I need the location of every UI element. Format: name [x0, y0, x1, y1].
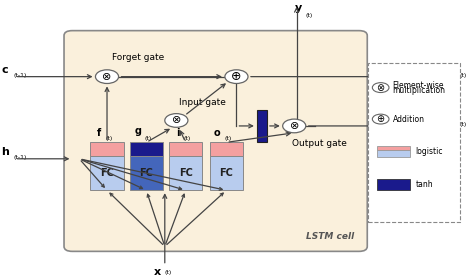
Text: ⊕: ⊕ — [231, 70, 241, 83]
Text: (t): (t) — [225, 136, 232, 141]
Bar — [90, 142, 124, 156]
Bar — [210, 156, 243, 190]
FancyBboxPatch shape — [64, 31, 367, 251]
Text: FC: FC — [219, 168, 233, 178]
Text: (t-1): (t-1) — [14, 73, 27, 78]
Text: ⊕: ⊕ — [377, 114, 385, 124]
Circle shape — [283, 119, 306, 133]
Text: ⊗: ⊗ — [172, 115, 181, 125]
Text: Element-wise: Element-wise — [393, 81, 444, 90]
Text: ⊗: ⊗ — [290, 121, 299, 131]
Text: tanh: tanh — [415, 180, 433, 189]
Circle shape — [225, 70, 248, 83]
Text: ⊗: ⊗ — [377, 83, 385, 93]
Text: LSTM cell: LSTM cell — [306, 232, 354, 241]
Text: (t): (t) — [306, 13, 313, 18]
Circle shape — [95, 70, 118, 83]
Text: $\mathbf{y}$: $\mathbf{y}$ — [294, 3, 303, 15]
Circle shape — [165, 114, 188, 127]
Bar — [130, 142, 163, 156]
Text: (t): (t) — [459, 73, 467, 78]
Text: Output gate: Output gate — [292, 139, 347, 148]
Text: $\mathbf{c}$: $\mathbf{c}$ — [450, 65, 458, 75]
FancyBboxPatch shape — [368, 63, 460, 222]
Text: Forget gate: Forget gate — [112, 53, 164, 62]
Text: $\mathbf{g}$: $\mathbf{g}$ — [133, 126, 142, 138]
Text: $\mathbf{i}$: $\mathbf{i}$ — [176, 126, 181, 138]
Bar — [377, 179, 410, 190]
Text: $\mathbf{f}$: $\mathbf{f}$ — [96, 126, 102, 138]
Bar — [90, 156, 124, 190]
Text: Addition: Addition — [393, 115, 424, 123]
Text: $\mathbf{h}$: $\mathbf{h}$ — [1, 145, 10, 157]
Text: Input gate: Input gate — [179, 98, 226, 107]
Text: FC: FC — [139, 168, 153, 178]
Text: (t): (t) — [105, 136, 112, 141]
Bar — [377, 146, 410, 150]
Text: FC: FC — [179, 168, 192, 178]
Bar — [210, 142, 243, 156]
Text: $\mathbf{h}$: $\mathbf{h}$ — [450, 113, 459, 125]
Text: $\mathbf{x}$: $\mathbf{x}$ — [153, 267, 162, 277]
Bar — [169, 156, 202, 190]
Text: logistic: logistic — [415, 148, 443, 157]
Text: ⊗: ⊗ — [102, 72, 112, 82]
Text: FC: FC — [100, 168, 114, 178]
Circle shape — [373, 83, 389, 92]
Text: (t-1): (t-1) — [14, 155, 27, 160]
Text: (t): (t) — [184, 136, 191, 141]
Text: (t): (t) — [145, 136, 152, 141]
Text: multiplication: multiplication — [393, 86, 446, 95]
Bar — [377, 150, 410, 157]
Circle shape — [373, 114, 389, 124]
Bar — [169, 142, 202, 156]
Text: $\mathbf{c}$: $\mathbf{c}$ — [1, 65, 9, 75]
Bar — [257, 110, 267, 142]
Text: $\mathbf{o}$: $\mathbf{o}$ — [213, 128, 222, 138]
Text: (t): (t) — [459, 122, 467, 127]
Bar — [130, 156, 163, 190]
Text: (t): (t) — [165, 270, 172, 275]
